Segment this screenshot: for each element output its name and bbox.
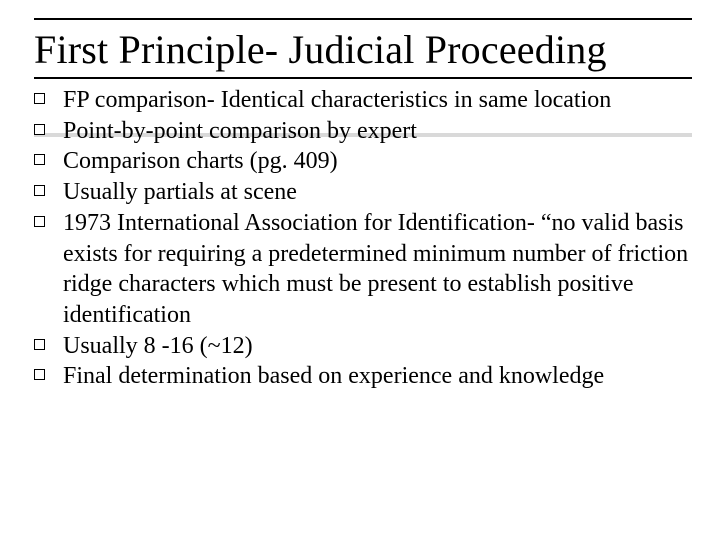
- square-bullet-icon: [34, 93, 45, 104]
- square-bullet-icon: [34, 216, 45, 227]
- list-item: Point-by-point comparison by expert: [34, 116, 692, 147]
- list-item: 1973 International Association for Ident…: [34, 208, 692, 331]
- list-item-text: Usually 8 -16 (~12): [63, 331, 253, 362]
- list-item-text: Final determination based on experience …: [63, 361, 604, 392]
- list-item-text: Comparison charts (pg. 409): [63, 146, 338, 177]
- list-item-text: Usually partials at scene: [63, 177, 297, 208]
- slide: First Principle- Judicial Proceeding FP …: [0, 0, 720, 540]
- list-item: Usually partials at scene: [34, 177, 692, 208]
- square-bullet-icon: [34, 339, 45, 350]
- list-item: FP comparison- Identical characteristics…: [34, 85, 692, 116]
- slide-body: FP comparison- Identical characteristics…: [34, 85, 692, 392]
- title-underline: [34, 77, 692, 79]
- list-item-text: FP comparison- Identical characteristics…: [63, 85, 611, 116]
- list-item-text: Point-by-point comparison by expert: [63, 116, 417, 147]
- list-item: Usually 8 -16 (~12): [34, 331, 692, 362]
- list-item-text: 1973 International Association for Ident…: [63, 208, 692, 331]
- list-item: Comparison charts (pg. 409): [34, 146, 692, 177]
- square-bullet-icon: [34, 185, 45, 196]
- list-item: Final determination based on experience …: [34, 361, 692, 392]
- square-bullet-icon: [34, 154, 45, 165]
- slide-title: First Principle- Judicial Proceeding: [34, 26, 692, 73]
- square-bullet-icon: [34, 124, 45, 135]
- square-bullet-icon: [34, 369, 45, 380]
- top-rule: [34, 18, 692, 20]
